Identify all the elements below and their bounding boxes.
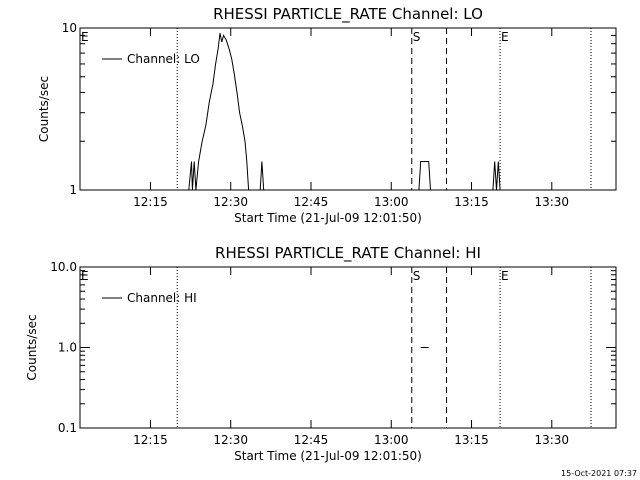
x-tick-label: 13:15 [454,195,489,209]
x-tick-label: 12:15 [133,195,168,209]
event-marker-label: E [81,269,89,283]
event-marker-label: E [501,30,509,44]
x-tick-label: 12:45 [294,195,329,209]
event-marker-label: S [413,30,421,44]
x-tick-label: 13:00 [374,433,409,447]
chart-title: RHESSI PARTICLE_RATE Channel: HI [215,244,481,263]
event-marker-label: E [501,269,509,283]
x-axis-label: Start Time (21-Jul-09 12:01:50) [234,211,422,225]
x-tick-label: 12:30 [213,433,248,447]
panel-hi: RHESSI PARTICLE_RATE Channel: HI 12:15 12:… [25,244,617,463]
x-tick-label: 13:15 [454,433,489,447]
event-marker-label: S [413,269,421,283]
event-marker-label: E [81,30,89,44]
y-axis-label: Counts/sec [37,76,51,142]
footer-timestamp: 15-Oct-2021 07:37 [561,469,637,478]
legend-label: Channel: HI [127,291,197,305]
y-tick-label: 1 [69,183,77,197]
panel-lo: RHESSI PARTICLE_RATE Channel: LO 12:15 12:… [37,5,617,225]
y-tick-label: 10 [62,21,77,35]
x-tick-label: 12:15 [133,433,168,447]
x-tick-label: 13:00 [374,195,409,209]
x-tick-label: 12:30 [213,195,248,209]
legend-label: Channel: LO [127,52,200,66]
chart-title: RHESSI PARTICLE_RATE Channel: LO [213,5,483,24]
x-tick-label: 13:30 [534,433,569,447]
y-tick-label: 10.0 [50,260,77,274]
series-line [188,33,501,191]
y-tick-label: 1.0 [58,341,77,355]
x-tick-label: 12:45 [294,433,329,447]
x-tick-label: 13:30 [534,195,569,209]
y-axis-label: Counts/sec [25,314,39,380]
y-tick-label: 0.1 [58,421,77,435]
x-axis-label: Start Time (21-Jul-09 12:01:50) [234,449,422,463]
